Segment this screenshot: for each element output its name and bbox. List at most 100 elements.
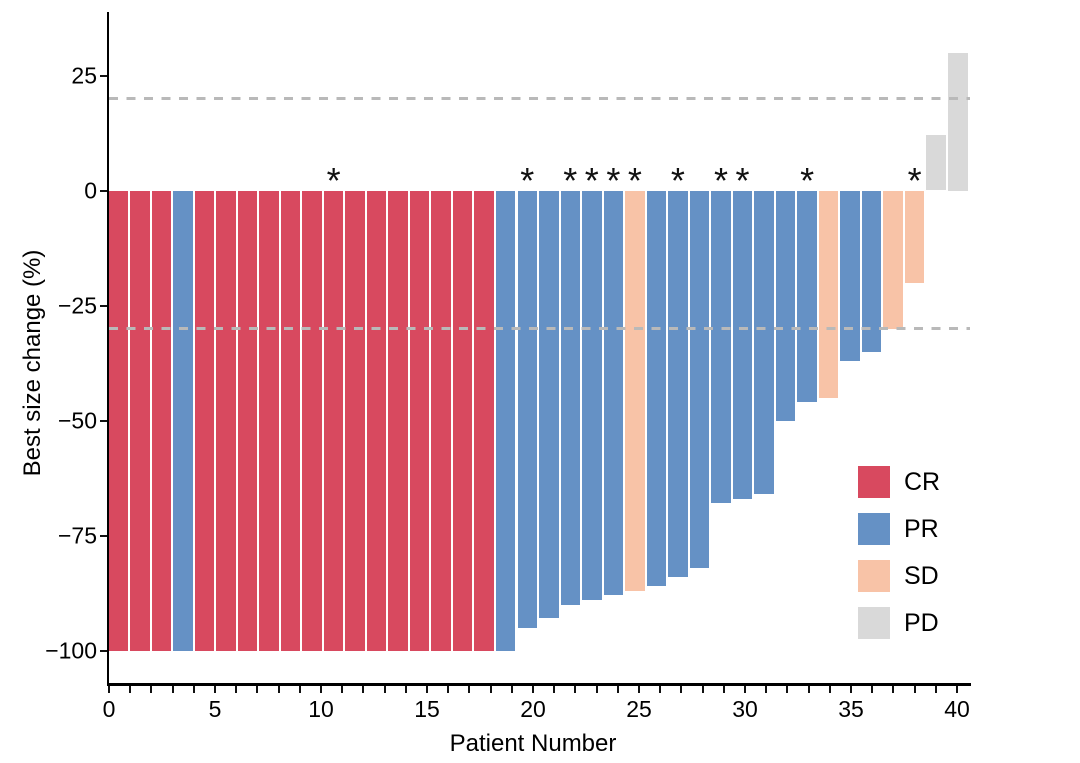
legend-item-CR: CR (858, 466, 940, 498)
legend-label-PD: PD (904, 608, 939, 637)
bar-patient-12-CR (345, 190, 365, 651)
x-axis-tick-29 (722, 685, 725, 693)
x-axis-tick-32 (786, 685, 789, 693)
y-axis-tick-label-25: 25 (71, 62, 97, 88)
x-axis-tick-2 (150, 685, 153, 693)
x-axis-tick-1 (129, 685, 132, 693)
x-axis-tick-34 (828, 685, 831, 693)
x-axis-tick-label-0: 0 (102, 696, 116, 722)
y-axis-title: Best size change (%) (19, 249, 46, 477)
bar-patient-1-CR (108, 190, 129, 651)
star-annotation-patient-29: * (713, 160, 729, 201)
bar-patient-21-PR (539, 190, 559, 619)
x-axis-tick-37 (892, 685, 895, 693)
x-axis-tick-10 (320, 685, 322, 693)
y-axis-tick-0 (99, 189, 107, 192)
x-axis-tick-35 (850, 685, 852, 693)
x-axis-tick-30 (744, 685, 746, 693)
x-axis-tick-38 (913, 685, 916, 693)
x-axis-tick-label-20: 20 (520, 696, 546, 722)
bar-patient-32-PR (775, 190, 796, 421)
x-axis-tick-label-15: 15 (414, 696, 440, 722)
bar-patient-25-SD (625, 190, 645, 591)
x-axis-tick-0 (108, 685, 110, 693)
x-axis-tick-26 (659, 685, 662, 693)
x-axis-tick-5 (214, 685, 216, 693)
star-annotation-patient-20: * (520, 160, 535, 201)
x-axis-tick-label-35: 35 (838, 696, 864, 722)
bar-patient-29-PR (711, 190, 731, 504)
star-annotation-patient-30: * (735, 160, 750, 201)
bar-patient-39-PD (926, 135, 946, 191)
y-axis-tick--50 (99, 419, 107, 422)
bar-patient-15-CR (409, 190, 430, 651)
x-axis-tick-28 (701, 685, 704, 693)
x-axis-tick-6 (235, 685, 238, 693)
bar-patient-16-CR (431, 190, 451, 651)
x-axis-tick-33 (807, 685, 810, 693)
bar-patient-27-PR (668, 190, 688, 577)
y-axis-tick-25 (99, 74, 107, 77)
bar-patient-38-SD (904, 190, 925, 283)
bar-patient-2-CR (130, 190, 150, 651)
y-axis-tick-label--50: −50 (57, 407, 97, 433)
legend-label-SD: SD (904, 561, 939, 590)
x-axis-tick-label-25: 25 (626, 696, 652, 722)
x-axis-tick-18 (489, 685, 492, 693)
legend-label-PR: PR (904, 514, 939, 543)
x-axis-tick-4 (192, 685, 195, 693)
bar-patient-17-CR (452, 190, 473, 651)
y-axis-tick--25 (99, 304, 107, 307)
x-axis-tick-13 (383, 685, 386, 693)
x-axis-tick-12 (362, 685, 365, 693)
bar-patient-26-PR (646, 190, 667, 587)
legend-swatch-SD (858, 560, 890, 592)
star-annotation-patient-33: * (800, 160, 815, 201)
bar-patient-22-PR (560, 190, 581, 605)
x-axis-spine (106, 683, 971, 686)
reference-line-20-percent (109, 97, 970, 100)
bar-patient-35-PR (840, 190, 860, 361)
bar-patient-13-CR (366, 190, 387, 651)
star-annotation-patient-23: * (584, 160, 599, 201)
y-axis-spine (106, 12, 109, 685)
x-axis-tick-39 (934, 685, 937, 693)
bar-patient-23-PR (582, 190, 602, 600)
x-axis-tick-7 (256, 685, 259, 693)
reference-line--30-percent (109, 327, 970, 330)
legend-swatch-PD (858, 607, 890, 639)
bar-patient-10-CR (302, 190, 322, 651)
star-annotation-patient-24: * (606, 160, 621, 201)
x-axis-tick-36 (871, 685, 874, 693)
x-axis-tick-23 (595, 685, 598, 693)
x-axis-tick-8 (277, 685, 280, 693)
star-annotation-patient-25: * (627, 160, 642, 201)
y-axis-tick-label--75: −75 (57, 522, 97, 548)
star-annotation-patient-38: * (907, 160, 922, 201)
bar-patient-19-PR (495, 190, 516, 651)
bar-patient-7-CR (237, 190, 258, 651)
bar-patient-30-PR (732, 190, 753, 499)
x-axis-tick-27 (680, 685, 683, 693)
x-axis-tick-17 (468, 685, 471, 693)
x-axis-tick-16 (447, 685, 450, 693)
y-axis-tick-label-0: 0 (84, 177, 97, 203)
x-axis-tick-label-30: 30 (732, 696, 758, 722)
bar-patient-31-PR (754, 190, 774, 495)
star-annotation-patient-27: * (670, 160, 685, 201)
x-axis-tick-21 (553, 685, 556, 693)
bar-patient-24-PR (603, 190, 624, 596)
x-axis-tick-20 (532, 685, 534, 693)
y-axis-tick-label--25: −25 (57, 292, 97, 318)
bar-patient-20-PR (517, 190, 538, 628)
x-axis-tick-25 (638, 685, 640, 693)
bar-patient-8-CR (259, 190, 279, 651)
x-axis-tick-label-10: 10 (308, 696, 334, 722)
y-axis-tick--100 (99, 649, 107, 652)
legend-swatch-CR (858, 466, 890, 498)
bar-patient-4-PR (173, 190, 193, 651)
bar-patient-14-CR (388, 190, 408, 651)
x-axis-tick-14 (404, 685, 407, 693)
bar-patient-33-PR (797, 190, 817, 403)
